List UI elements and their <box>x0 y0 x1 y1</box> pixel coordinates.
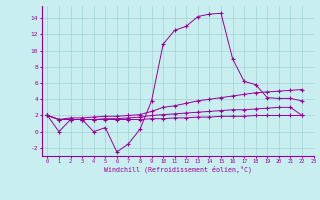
X-axis label: Windchill (Refroidissement éolien,°C): Windchill (Refroidissement éolien,°C) <box>104 166 252 173</box>
